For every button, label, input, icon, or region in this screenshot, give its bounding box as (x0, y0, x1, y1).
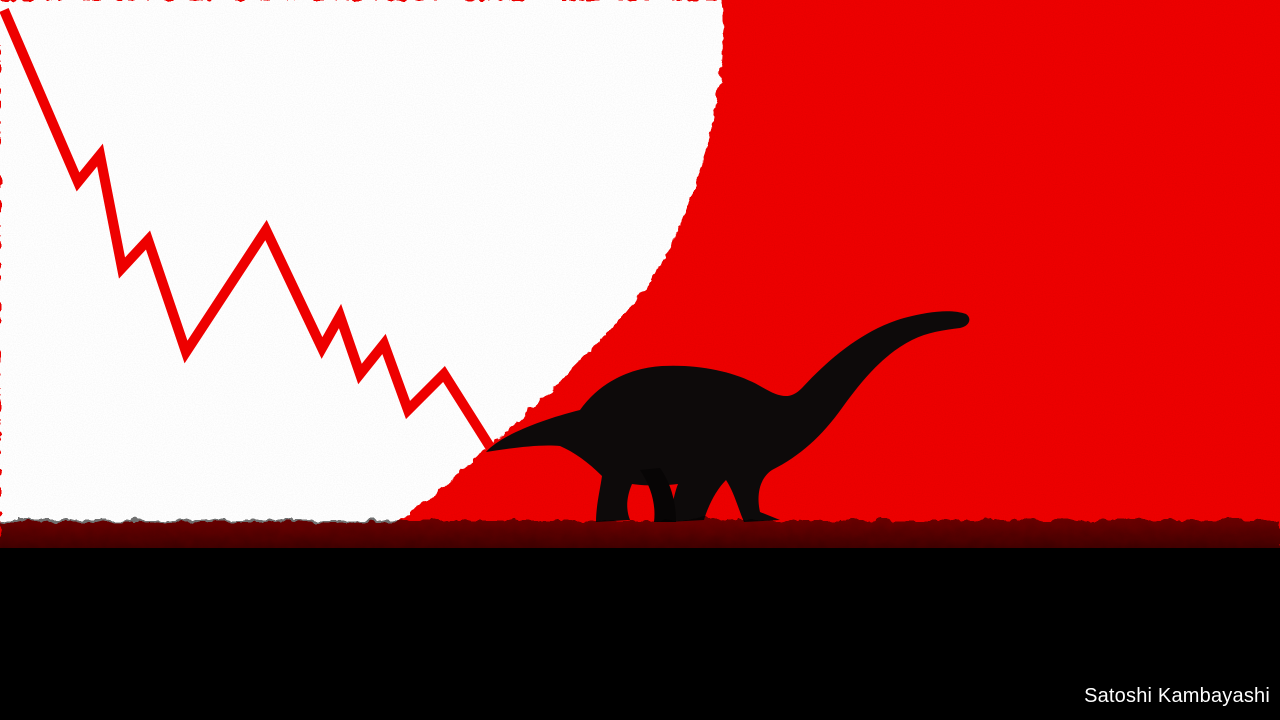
zigzag-line (0, 8, 497, 453)
photo-credit: Satoshi Kambayashi (1084, 685, 1270, 707)
ground-solid (0, 548, 1280, 720)
dinosaur-silhouette (486, 311, 970, 522)
